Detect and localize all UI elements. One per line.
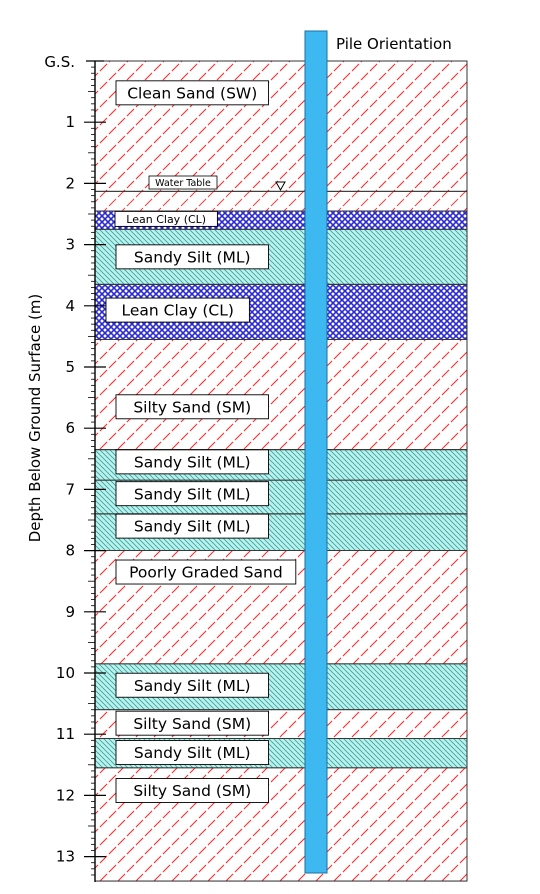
layer-label-box [115,740,269,766]
layer-label-box [105,297,250,323]
layer-label: Lean Clay (CL) [114,210,218,227]
water-table-triangle-icon [275,181,286,192]
layer-label: Silty Sand (SM) [115,778,269,803]
axis-tick-label: 3 [65,236,75,254]
layer-label-box [115,672,269,698]
layer-label-box [114,210,218,227]
layer-label-text: Silty Sand (SM) [133,782,251,800]
layer-label: Lean Clay (CL) [105,297,250,323]
layer-label-text: Silty Sand (SM) [133,715,251,733]
layer-label-box [115,559,297,585]
layer-label-text: Lean Clay (CL) [121,302,233,320]
layer-label: Sandy Silt (ML) [115,449,269,475]
water-table-marker: Water Table [148,175,286,192]
axis-tick-label: 8 [65,542,75,560]
layer-label-text: Silty Sand (SM) [133,398,251,416]
axis-tick-label: 5 [65,358,75,376]
layer-label-text: Sandy Silt (ML) [134,453,251,471]
layer-label-text: Poorly Graded Sand [129,564,283,582]
layer-label-text: Sandy Silt (ML) [134,485,251,503]
layer-label-box [115,394,269,420]
layer-label-box [115,449,269,475]
water-table-label: Water Table [155,178,211,189]
layer-label-text: Sandy Silt (ML) [134,248,251,266]
ground-surface-label: G.S. [44,53,75,71]
layer-label-box [115,481,269,507]
layer-label: Silty Sand (SM) [115,710,269,736]
layer-label-text: Sandy Silt (ML) [134,744,251,762]
layer-labels: Clean Sand (SW) Lean Clay (CL) Sandy Silt … [105,80,297,803]
layer-label-text: Clean Sand (SW) [127,84,257,102]
layer-label-box [115,710,269,736]
layer-label: Sandy Silt (ML) [115,740,269,766]
layer-label-text: Sandy Silt (ML) [134,518,251,536]
layer-label: Silty Sand (SM) [115,394,269,420]
layer-label: Clean Sand (SW) [115,80,269,106]
layer-boundaries [94,60,468,882]
axis-tick-label: 2 [65,174,75,192]
layer-label: Sandy Silt (ML) [115,672,269,698]
layer-label-text: Lean Clay (CL) [126,213,206,226]
axis-tick-label: 6 [65,419,75,437]
axis-tick-label: 1 [65,113,75,131]
depth-axis-label: Depth Below Ground Surface (m) [26,294,44,543]
axis-tick-label: 9 [65,603,75,621]
layer-label-text: Sandy Silt (ML) [134,677,251,695]
layer-label-box [115,80,269,106]
axis-tick-label: 4 [65,297,75,315]
pile-orientation-label: Pile Orientation [336,35,452,53]
layer-label-box [115,778,269,803]
layer-label: Poorly Graded Sand [115,559,297,585]
axis-tick-label: 12 [56,786,75,804]
axis-tick-label: 7 [65,480,75,498]
axis-tick-label: 10 [56,664,75,682]
axis-tick-label: 11 [56,725,75,743]
layer-label: Sandy Silt (ML) [115,481,269,507]
layer-label: Sandy Silt (ML) [115,513,269,539]
layer-label-box [115,244,269,270]
pile-bar [304,30,328,874]
axis-tick-label: 13 [56,848,75,866]
layer-label: Sandy Silt (ML) [115,244,269,270]
layer-label-box [115,513,269,539]
